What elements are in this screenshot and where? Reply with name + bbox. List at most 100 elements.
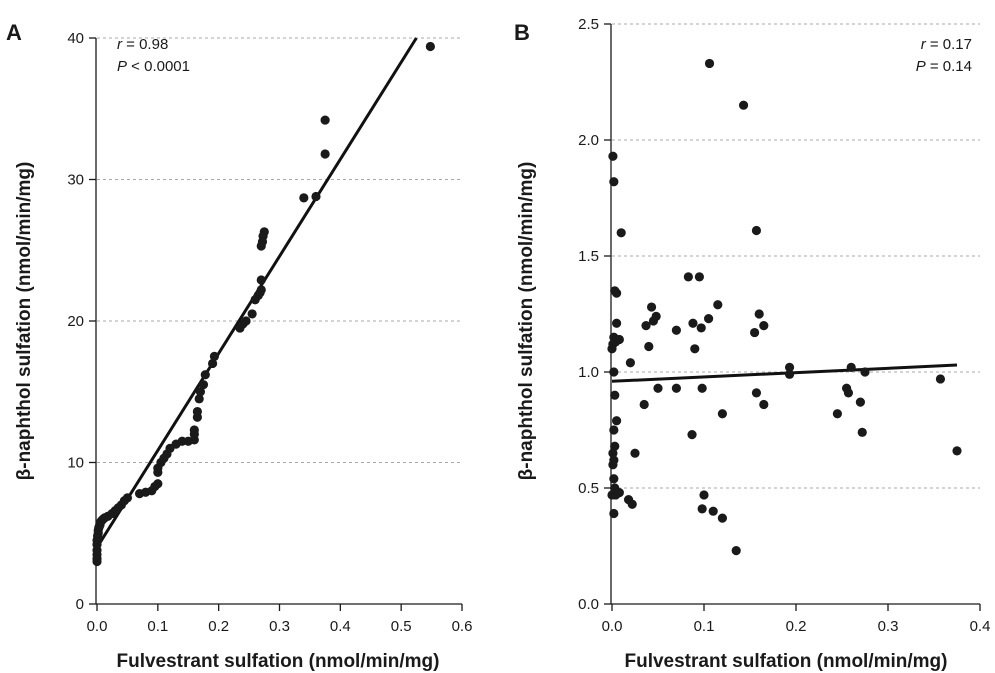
data-point [200,370,210,380]
data-point [616,228,626,238]
data-point [697,504,707,514]
data-point [697,383,707,393]
data-point [614,334,624,345]
x-tick-label: 0.0 [602,618,623,635]
data-point [644,341,654,352]
r-symbol: r [921,36,927,53]
panel-label: A [6,20,22,45]
data-point [612,318,622,328]
data-point [704,58,715,69]
x-tick-label: 0.4 [330,618,351,635]
data-point [194,394,204,404]
data-point [651,311,661,321]
regression-line [611,363,958,383]
data-point [759,399,769,410]
data-point [425,41,435,52]
axes: 0.0 0.1 0.2 0.3 0.4 0.0 0.5 1.0 1.5 2.0 2.5 [578,16,990,635]
x-axis-title: Fulvestrant sulfation (nmol/min/mg) [116,651,439,672]
data-point [259,227,269,237]
data-point [639,399,649,410]
data-point [713,300,723,310]
x-tick-label: 0.6 [452,618,473,635]
p-value-annotation: P < 0.0001 [117,58,190,75]
data-point [952,446,962,456]
r-value: = 0.17 [926,36,972,53]
data-point [683,272,693,282]
data-point [843,388,854,398]
data-point [687,430,697,440]
p-value: < 0.0001 [127,58,190,75]
data-point [759,321,769,331]
p-symbol: P [117,58,127,75]
r-value: = 0.98 [122,36,168,53]
data-point [671,383,682,393]
data-point [627,499,637,509]
correlation-annotation: r = 0.98 [117,36,168,53]
data-points [92,41,435,567]
data-point [207,358,218,369]
y-tick-label: 2.5 [578,16,599,33]
data-point [708,506,718,516]
data-point [641,321,651,331]
data-point [311,191,321,202]
data-point [256,275,266,285]
x-tick-label: 0.1 [147,618,168,635]
y-tick-label: 1.5 [578,248,599,265]
x-tick-label: 0.1 [694,618,715,635]
y-tick-label: 2.0 [578,132,599,149]
data-point [189,425,199,435]
y-tick-label: 0.5 [578,480,599,497]
data-point [256,285,266,295]
data-point [153,479,163,489]
panel-b-scatter-chart: B 0.0 0.1 0.2 0.3 0.4 0.0 0.5 1.0 1.5 2.0 2.5 r = … [514,16,990,672]
data-point [610,441,620,451]
data-point [832,409,843,419]
data-point [209,351,220,361]
data-point [646,302,657,312]
p-symbol: P [916,58,926,75]
data-point [935,374,946,384]
data-point [247,309,257,319]
y-tick-label: 10 [67,455,84,472]
data-point [671,325,682,335]
y-tick-label: 20 [67,313,84,330]
r-symbol: r [117,36,123,53]
data-point [299,193,309,203]
data-point [751,225,762,236]
data-point [696,323,706,333]
x-tick-label: 0.0 [87,618,108,635]
data-point [195,387,206,397]
data-point [784,369,795,379]
x-axis-title: Fulvestrant sulfation (nmol/min/mg) [624,651,947,672]
data-point [653,383,663,393]
data-point [754,309,764,319]
data-point [320,115,330,125]
fit-line [611,363,958,383]
data-point [614,488,624,498]
data-point [320,149,330,159]
grid-lines [612,23,980,489]
y-axis-title: β-naphthol sulfation (nmol/min/mg) [14,162,35,481]
data-point [122,493,133,503]
data-point [608,151,618,161]
data-point [690,344,700,354]
data-point [241,316,251,326]
p-value-annotation: P = 0.14 [916,58,972,75]
data-point [630,448,640,458]
data-points [607,58,962,556]
x-tick-label: 0.3 [878,618,899,635]
data-point [717,513,728,523]
data-point [694,272,705,282]
data-point [198,380,209,390]
y-axis-title: β-naphthol sulfation (nmol/min/mg) [516,162,537,481]
axes: 0.0 0.1 0.2 0.3 0.4 0.5 0.6 0 10 20 30 40 [67,30,472,635]
correlation-annotation: r = 0.17 [921,36,972,53]
y-tick-label: 0.0 [578,596,599,613]
data-point [846,362,856,372]
x-tick-label: 0.5 [391,618,412,635]
data-point [717,409,728,419]
panel-label: B [514,20,530,45]
data-point [855,397,866,407]
x-tick-label: 0.4 [970,618,991,635]
